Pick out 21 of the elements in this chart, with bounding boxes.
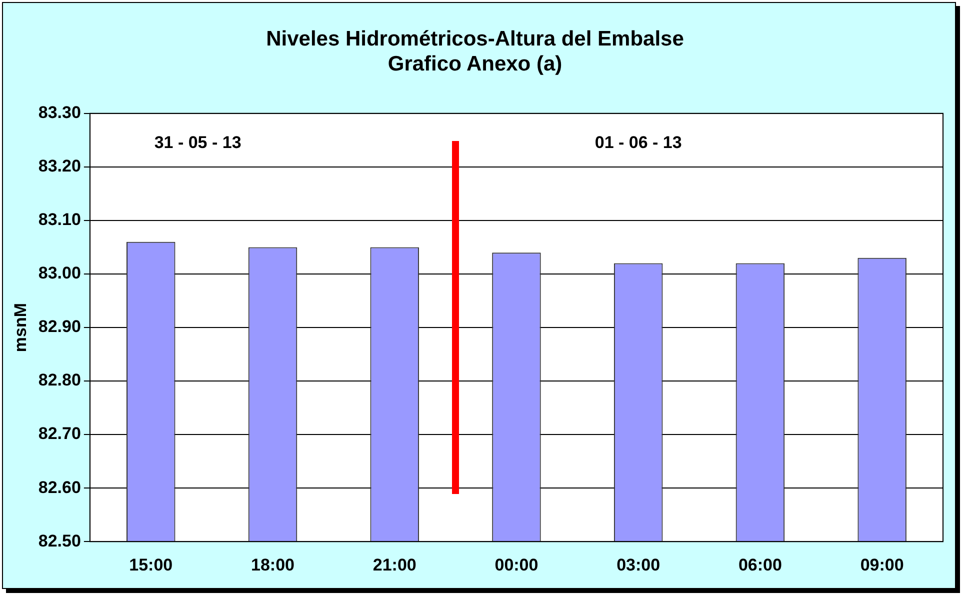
y-tick-label: 83.00 xyxy=(38,264,81,283)
text: Niveles Hidrométricos-Altura del Embalse xyxy=(266,27,684,50)
annotation: 01 - 06 - 13 xyxy=(594,133,682,152)
annotation: 31 - 05 - 13 xyxy=(154,133,242,152)
y-tick-label: 82.90 xyxy=(38,317,81,336)
y-tick-label: 82.70 xyxy=(38,424,81,444)
x-tick-label: 15:00 xyxy=(129,555,173,574)
y-tick-label: 83.10 xyxy=(38,210,81,230)
y-tick-label: 83.30 xyxy=(38,103,81,122)
y-tick-label: 82.50 xyxy=(38,531,81,550)
y-tick-label: 82.80 xyxy=(38,370,81,390)
x-tick-label: 18:00 xyxy=(251,555,294,574)
x-tick-label: 21:00 xyxy=(372,555,416,574)
x-tick-label: 06:00 xyxy=(738,555,782,574)
x-tick-label: 09:00 xyxy=(860,555,904,574)
x-tick-label: 03:00 xyxy=(616,555,660,574)
x-tick-label: 00:00 xyxy=(494,555,538,574)
text: Grafico Anexo (a) xyxy=(388,52,562,76)
y-axis-title: msnM xyxy=(10,302,30,352)
y-tick-label: 82.60 xyxy=(38,478,81,497)
y-tick-label: 83.20 xyxy=(38,156,81,176)
